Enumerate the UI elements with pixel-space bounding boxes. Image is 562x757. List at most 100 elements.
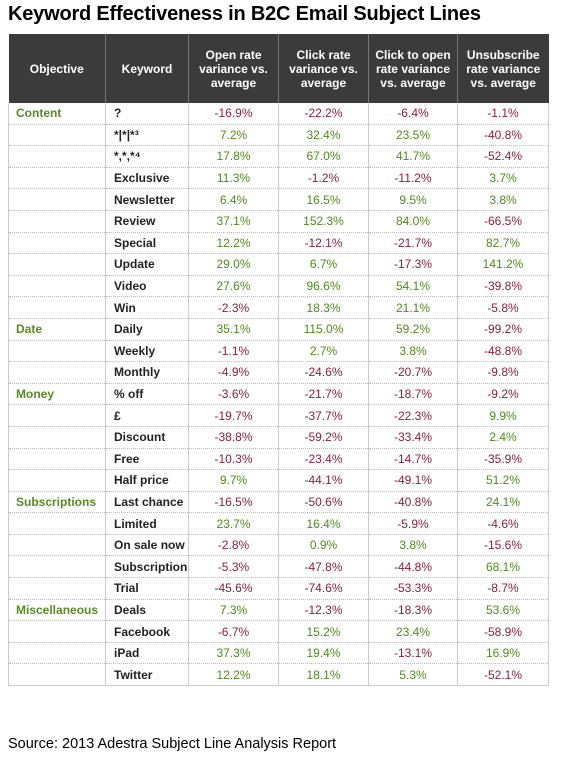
header-cell: Keyword xyxy=(105,34,189,103)
keyword-cell: % off xyxy=(105,383,189,406)
value-cell: 7.2% xyxy=(188,124,279,147)
keyword-cell: Half price xyxy=(105,469,189,492)
value-cell: -39.8% xyxy=(457,275,549,298)
value-cell: 21.1% xyxy=(368,296,458,319)
value-cell: -21.7% xyxy=(368,232,458,255)
table-row: Win -2.3% 18.3% 21.1% -5.8% xyxy=(8,296,549,319)
keyword-cell: Free xyxy=(105,448,189,471)
value-cell: -6.4% xyxy=(368,103,458,125)
objective-cell xyxy=(8,534,106,557)
table-row: iPad 37.3% 19.4% -13.1% 16.9% xyxy=(8,642,549,665)
value-cell: 27.6% xyxy=(188,275,279,298)
value-cell: -5.3% xyxy=(188,555,279,579)
value-cell: 12.2% xyxy=(188,663,279,687)
value-cell: -48.8% xyxy=(457,340,549,363)
keyword-cell: Newsletter xyxy=(105,188,189,211)
value-cell: 24.1% xyxy=(457,491,549,514)
value-cell: 6.7% xyxy=(278,253,369,276)
value-cell: -45.6% xyxy=(188,577,279,600)
value-cell: 9.5% xyxy=(368,188,458,211)
value-cell: -59.2% xyxy=(278,426,369,449)
value-cell: -74.6% xyxy=(278,577,369,600)
header-cell: Click rate variance vs. average xyxy=(278,34,369,103)
keyword-cell: £ xyxy=(105,404,189,427)
value-cell: -4.6% xyxy=(457,512,549,535)
header-cell: Unsubscribe rate variance vs. average xyxy=(457,34,549,103)
table-row: *|*|*³ 7.2% 32.4% 23.5% -40.8% xyxy=(8,124,549,147)
value-cell: -5.9% xyxy=(368,512,458,535)
value-cell: 2.4% xyxy=(457,426,549,449)
value-cell: 5.3% xyxy=(368,663,458,687)
value-cell: -52.4% xyxy=(457,145,549,168)
table-row: Exclusive 11.3% -1.2% -11.2% 3.7% xyxy=(8,167,549,190)
table-row: Content? -16.9% -22.2% -6.4% -1.1% xyxy=(8,103,549,125)
table-row: Newsletter 6.4% 16.5% 9.5% 3.8% xyxy=(8,188,549,211)
objective-cell xyxy=(8,275,106,298)
value-cell: 82.7% xyxy=(457,232,549,255)
value-cell: 96.6% xyxy=(278,275,369,298)
value-cell: 15.2% xyxy=(278,620,369,643)
value-cell: 16.4% xyxy=(278,512,369,535)
value-cell: 3.8% xyxy=(368,534,458,557)
value-cell: -24.6% xyxy=(278,361,369,384)
value-cell: -9.8% xyxy=(457,361,549,384)
table-row: £ -19.7% -37.7% -22.3% 9.9% xyxy=(8,404,549,427)
objective-cell xyxy=(8,361,106,384)
keyword-cell: Limited xyxy=(105,512,189,535)
value-cell: -19.7% xyxy=(188,404,279,427)
value-cell: -1.1% xyxy=(188,340,279,363)
value-cell: -5.8% xyxy=(457,296,549,319)
value-cell: -15.6% xyxy=(457,534,549,557)
objective-cell xyxy=(8,296,106,319)
value-cell: -33.4% xyxy=(368,426,458,449)
value-cell: -18.3% xyxy=(368,599,458,622)
value-cell: -18.7% xyxy=(368,383,458,406)
value-cell: 53.6% xyxy=(457,599,549,622)
value-cell: -99.2% xyxy=(457,318,549,341)
value-cell: -22.2% xyxy=(278,103,369,125)
table-row: Half price 9.7% -44.1% -49.1% 51.2% xyxy=(8,469,549,492)
objective-cell xyxy=(8,232,106,255)
value-cell: 16.5% xyxy=(278,188,369,211)
value-cell: -35.9% xyxy=(457,448,549,471)
value-cell: -58.9% xyxy=(457,620,549,643)
objective-cell xyxy=(8,642,106,665)
value-cell: 12.2% xyxy=(188,232,279,255)
value-cell: -52.1% xyxy=(457,663,549,687)
keyword-cell: Subscription xyxy=(105,555,189,579)
value-cell: -49.1% xyxy=(368,469,458,492)
value-cell: -11.2% xyxy=(368,167,458,190)
keyword-cell: On sale now xyxy=(105,534,189,557)
value-cell: -16.5% xyxy=(188,491,279,514)
objective-cell xyxy=(8,620,106,643)
keyword-cell: Update xyxy=(105,253,189,276)
keyword-cell: Weekly xyxy=(105,340,189,363)
value-cell: 67.0% xyxy=(278,145,369,168)
value-cell: -44.1% xyxy=(278,469,369,492)
header-cell: Objective xyxy=(8,34,106,103)
value-cell: 23.5% xyxy=(368,124,458,147)
table: Objective Keyword Open rate variance vs. a… xyxy=(8,34,549,687)
table-row: Subscriptions Last chance -16.5% -50.6% -40.… xyxy=(8,491,549,514)
value-cell: 59.2% xyxy=(368,318,458,341)
value-cell: -16.9% xyxy=(188,103,279,125)
value-cell: 11.3% xyxy=(188,167,279,190)
value-cell: 115.0% xyxy=(278,318,369,341)
objective-cell xyxy=(8,555,106,579)
value-cell: -21.7% xyxy=(278,383,369,406)
value-cell: 16.9% xyxy=(457,642,549,665)
value-cell: -40.8% xyxy=(457,124,549,147)
table-row: Update 29.0% 6.7% -17.3% 141.2% xyxy=(8,253,549,276)
keyword-cell: *,*,*⁴ xyxy=(105,145,189,168)
value-cell: -44.8% xyxy=(368,555,458,579)
objective-cell: Money xyxy=(8,383,106,406)
value-cell: -22.3% xyxy=(368,404,458,427)
keyword-cell: Video xyxy=(105,275,189,298)
table-row: Miscellaneous Deals 7.3% -12.3% -18.3% 53.6% xyxy=(8,599,549,622)
value-cell: -47.8% xyxy=(278,555,369,579)
value-cell: 19.4% xyxy=(278,642,369,665)
objective-cell: Subscriptions xyxy=(8,491,106,514)
value-cell: -23.4% xyxy=(278,448,369,471)
value-cell: -53.3% xyxy=(368,577,458,600)
